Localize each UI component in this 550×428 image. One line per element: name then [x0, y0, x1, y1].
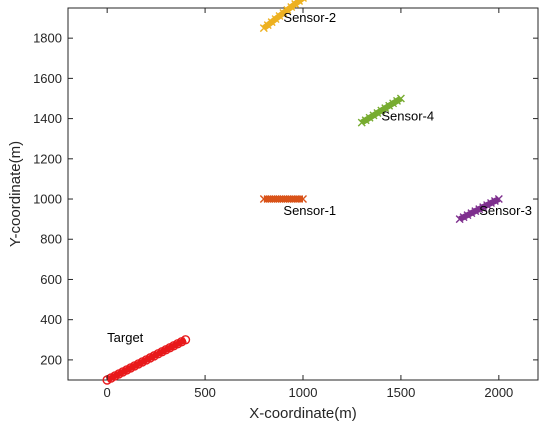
- series-target: [102, 335, 191, 385]
- data-marks: [102, 0, 503, 385]
- x-tick-label: 1000: [289, 385, 318, 400]
- data-point: [357, 118, 366, 127]
- data-point: [487, 199, 495, 208]
- data-point: [381, 104, 390, 113]
- y-axis-label: Y-coordinate(m): [7, 141, 24, 247]
- data-point: [299, 0, 307, 2]
- y-tick-label: 1000: [33, 192, 62, 207]
- annotation-sensor-1: Sensor-1: [283, 203, 336, 218]
- data-point: [490, 197, 499, 206]
- series-sensor-3: [455, 195, 503, 224]
- annotation-sensor-3: Sensor-3: [479, 203, 532, 218]
- data-point: [459, 213, 468, 222]
- data-point: [463, 211, 472, 220]
- data-point: [389, 99, 398, 108]
- annotation-sensor-4: Sensor-4: [381, 109, 434, 124]
- data-point: [385, 101, 394, 110]
- x-axis-label: X-coordinate(m): [249, 405, 357, 422]
- data-point: [467, 209, 476, 218]
- data-point: [494, 195, 503, 204]
- data-point: [373, 108, 382, 117]
- data-point: [369, 111, 378, 120]
- x-axis-ticks: 0 500 1000 1500 2000: [104, 8, 513, 400]
- data-point: [393, 96, 401, 105]
- y-tick-label: 1400: [33, 111, 62, 126]
- y-tick-label: 1200: [33, 151, 62, 166]
- y-tick-label: 1800: [33, 31, 62, 46]
- y-tick-label: 800: [40, 232, 62, 247]
- data-point: [396, 94, 405, 103]
- x-tick-label: 0: [104, 385, 111, 400]
- series-sensor-4: [357, 94, 405, 127]
- annotation-target: Target: [107, 330, 144, 345]
- x-tick-label: 2000: [484, 385, 513, 400]
- y-axis-ticks: 200 400 600 800 1000 1200 1400 1600 1800: [33, 31, 538, 367]
- data-point: [475, 205, 484, 214]
- y-tick-label: 200: [40, 352, 62, 367]
- data-point: [479, 203, 488, 212]
- data-point: [483, 201, 492, 210]
- x-tick-label: 500: [194, 385, 216, 400]
- plot-area: [67, 7, 539, 381]
- x-tick-label: 1500: [386, 385, 415, 400]
- data-point: [180, 335, 191, 345]
- data-point: [455, 215, 464, 224]
- data-point: [299, 195, 307, 204]
- data-point: [471, 207, 480, 216]
- annotations: Target Sensor-1 Sensor-2 Sensor-3 Sensor-4: [107, 10, 532, 345]
- y-tick-label: 1600: [33, 71, 62, 86]
- series-sensor-2: [259, 0, 307, 33]
- y-tick-label: 600: [40, 272, 62, 287]
- data-point: [377, 106, 386, 115]
- data-point: [365, 113, 374, 122]
- annotation-sensor-2: Sensor-2: [283, 10, 336, 25]
- series-sensor-1: [259, 195, 307, 204]
- data-point: [361, 116, 370, 125]
- y-tick-label: 400: [40, 312, 62, 327]
